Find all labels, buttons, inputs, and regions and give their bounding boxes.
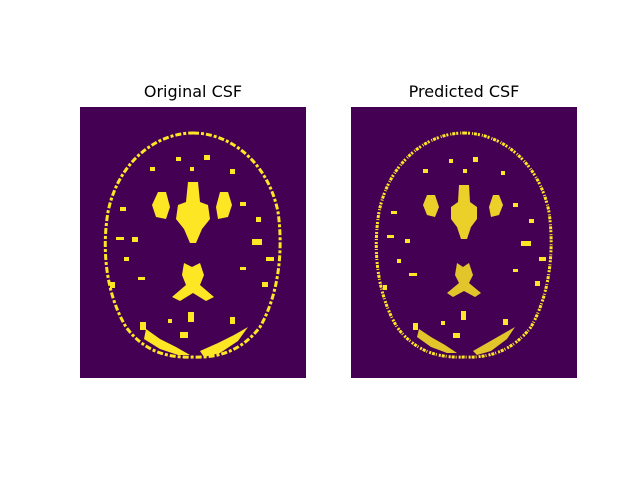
original-csf-image [80, 107, 306, 378]
panel-title-predicted: Predicted CSF [408, 82, 520, 101]
panel-title-original: Original CSF [143, 82, 243, 101]
brain-outline [374, 131, 553, 359]
csf-regions [383, 157, 546, 355]
image-background [351, 107, 577, 378]
brain-outline [103, 131, 282, 359]
csf-regions [110, 155, 274, 357]
predicted-csf-image [351, 107, 577, 378]
